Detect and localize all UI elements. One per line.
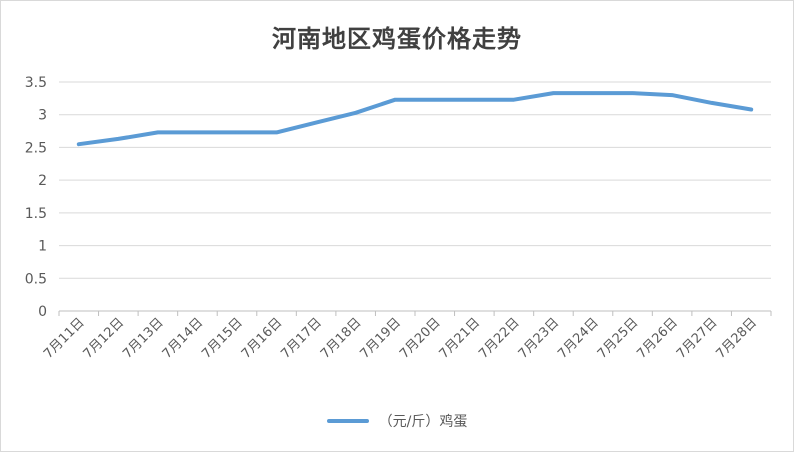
x-tick-label: 7月23日 <box>516 315 563 362</box>
data-point <box>710 101 714 105</box>
x-tick-label: 7月15日 <box>199 315 246 362</box>
x-tick-label: 7月16日 <box>239 315 286 362</box>
x-tick-label: 7月28日 <box>714 315 761 362</box>
x-tick-label: 7月13日 <box>120 315 167 362</box>
x-tick-label: 7月22日 <box>476 315 523 362</box>
x-tick-label: 7月27日 <box>674 315 721 362</box>
x-tick-label: 7月24日 <box>555 315 602 362</box>
y-tick-label: 3 <box>38 108 47 124</box>
data-point <box>433 98 437 102</box>
y-tick-label: 1 <box>38 239 47 255</box>
y-tick-label: 1.5 <box>25 206 47 222</box>
data-point <box>77 142 81 146</box>
data-point <box>512 98 516 102</box>
x-tick-label: 7月18日 <box>318 315 365 362</box>
data-point <box>670 93 674 97</box>
series-line <box>76 91 754 147</box>
x-tick-label: 7月17日 <box>278 315 325 362</box>
x-tick-label: 7月20日 <box>397 315 444 362</box>
x-tick-label: 7月11日 <box>41 315 88 362</box>
legend-swatch <box>326 419 369 423</box>
data-point <box>116 137 120 141</box>
line-chart: 0 0.5 1 1.5 2 2.5 3 3.5 7月11日7月12日7月13日7月14日7月15… <box>25 75 772 362</box>
y-tick-label: 3.5 <box>25 75 47 91</box>
chart-title: 河南地区鸡蛋价格走势 <box>272 24 522 53</box>
data-point <box>551 91 555 95</box>
legend-label: （元/斤）鸡蛋 <box>378 414 468 430</box>
data-point <box>631 91 635 95</box>
data-point <box>354 111 358 115</box>
x-tick-label: 7月19日 <box>358 315 405 362</box>
data-point <box>749 107 753 111</box>
legend: （元/斤）鸡蛋 <box>1 411 793 431</box>
data-point <box>195 130 199 134</box>
data-point <box>156 130 160 134</box>
data-point <box>275 130 279 134</box>
x-tick-label: 7月26日 <box>634 315 681 362</box>
data-point <box>393 98 397 102</box>
data-point <box>472 98 476 102</box>
x-tick-label: 7月21日 <box>437 315 484 362</box>
y-tick-label: 2 <box>38 173 47 189</box>
x-tick-label: 7月25日 <box>595 315 642 362</box>
x-tick-label: 7月12日 <box>81 315 128 362</box>
data-point <box>235 130 239 134</box>
x-tick-label: 7月14日 <box>160 315 207 362</box>
y-tick-label: 2.5 <box>25 140 47 156</box>
y-tick-label: 0.5 <box>25 271 47 287</box>
data-point <box>591 91 595 95</box>
y-tick-label: 0 <box>38 304 47 320</box>
data-point <box>314 121 318 125</box>
